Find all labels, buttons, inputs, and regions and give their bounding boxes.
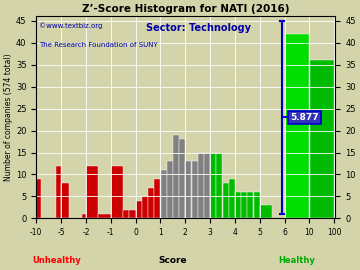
Bar — [285, 34, 309, 218]
Bar — [56, 166, 61, 218]
Text: Sector: Technology: Sector: Technology — [145, 23, 251, 33]
Bar — [111, 166, 123, 218]
Bar — [173, 135, 179, 218]
Bar — [167, 161, 173, 218]
Text: 5.877: 5.877 — [290, 113, 319, 122]
Bar — [185, 161, 192, 218]
Bar — [247, 192, 253, 218]
Bar — [148, 188, 154, 218]
Bar — [99, 214, 111, 218]
Bar — [210, 153, 216, 218]
Bar — [179, 139, 185, 218]
Bar — [36, 179, 41, 218]
Bar — [130, 210, 136, 218]
Text: Unhealthy: Unhealthy — [32, 256, 81, 265]
Bar — [216, 153, 222, 218]
Title: Z’-Score Histogram for NATI (2016): Z’-Score Histogram for NATI (2016) — [82, 4, 290, 14]
Bar — [192, 161, 198, 218]
Bar — [204, 153, 210, 218]
Bar — [241, 192, 247, 218]
Bar — [142, 197, 148, 218]
Bar — [86, 166, 98, 218]
Text: Score: Score — [158, 256, 187, 265]
Bar — [198, 153, 204, 218]
Bar — [260, 205, 272, 218]
Bar — [310, 60, 334, 218]
Bar — [61, 183, 69, 218]
Bar — [136, 201, 142, 218]
Y-axis label: Number of companies (574 total): Number of companies (574 total) — [4, 53, 13, 181]
Bar — [229, 179, 235, 218]
Bar — [82, 214, 86, 218]
Bar — [154, 179, 160, 218]
Text: Healthy: Healthy — [279, 256, 315, 265]
Text: ©www.textbiz.org: ©www.textbiz.org — [39, 22, 103, 29]
Bar — [123, 210, 129, 218]
Text: The Research Foundation of SUNY: The Research Foundation of SUNY — [39, 42, 158, 48]
Bar — [222, 183, 229, 218]
Bar — [235, 192, 241, 218]
Bar — [253, 192, 260, 218]
Bar — [161, 170, 167, 218]
